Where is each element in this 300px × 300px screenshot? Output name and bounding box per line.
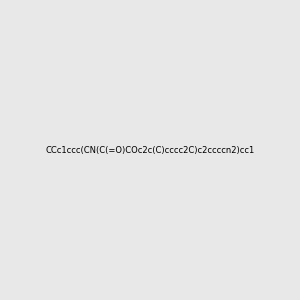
Text: CCc1ccc(CN(C(=O)COc2c(C)cccc2C)c2ccccn2)cc1: CCc1ccc(CN(C(=O)COc2c(C)cccc2C)c2ccccn2)… bbox=[45, 146, 255, 154]
